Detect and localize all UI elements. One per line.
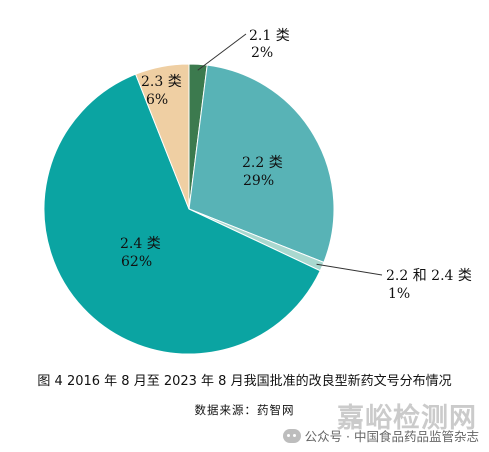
- data-source: 数据来源：药智网: [194, 403, 295, 417]
- slice-label-2-1-pct: 2%: [251, 45, 273, 61]
- watermark-account-text: 公众号 · 中国食品药品监管杂志: [304, 429, 479, 444]
- slice-label-2-2-name: 2.2 类: [242, 155, 283, 171]
- slice-label-2-1-name: 2.1 类: [249, 28, 290, 44]
- leader-line-0: [197, 33, 247, 71]
- pie-slices: [43, 63, 335, 355]
- leader-lines: [197, 33, 383, 276]
- slice-labels: 2.1 类 2% 2.2 类 29% 2.2 和 2.4 类 1% 2.4 类 …: [120, 28, 472, 302]
- slice-label-2-3-pct: 6%: [146, 92, 168, 108]
- watermark-logo-text: 嘉峪检测网: [337, 403, 477, 434]
- slice-label-2-4-name: 2.4 类: [120, 236, 161, 252]
- slice-label-2-2-2-4-name: 2.2 和 2.4 类: [386, 268, 472, 284]
- slice-label-2-2-2-4-pct: 1%: [388, 286, 410, 302]
- pie-slice-1: [188, 64, 335, 264]
- leader-line-2: [316, 263, 383, 276]
- slice-label-2-4-pct: 62%: [121, 254, 152, 270]
- wechat-icon: [282, 428, 301, 443]
- figure-caption: 图 4 2016 年 8 月至 2023 年 8 月我国批准的改良型新药文号分布…: [37, 374, 452, 389]
- pie-slice-3: [43, 73, 321, 355]
- slice-label-2-2-pct: 29%: [243, 173, 274, 189]
- slice-label-2-3-name: 2.3 类: [141, 74, 182, 90]
- pie-chart: 2.1 类 2% 2.2 类 29% 2.2 和 2.4 类 1% 2.4 类 …: [43, 28, 472, 355]
- pie-slice-4: [134, 63, 190, 210]
- watermark-account: 公众号 · 中国食品药品监管杂志: [282, 426, 479, 445]
